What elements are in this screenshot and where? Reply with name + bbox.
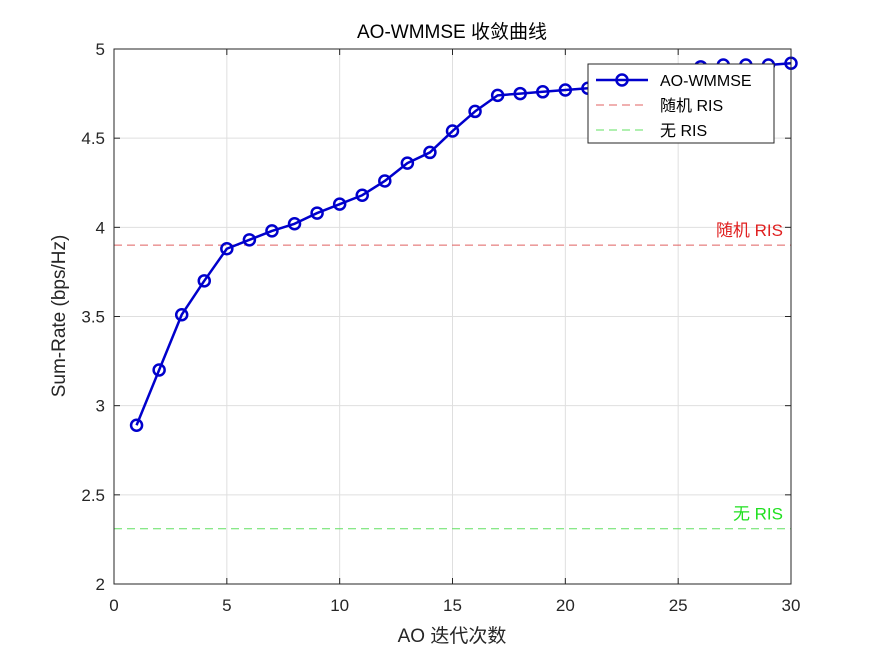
data-point [558,83,573,97]
legend-label-random-ris: 随机 RIS [660,97,723,115]
data-point [129,418,144,433]
x-tick-label: 20 [556,596,575,615]
x-tick-label: 15 [443,596,462,615]
data-point [197,274,212,288]
y-axis-label: Sum-Rate (bps/Hz) [49,235,70,398]
data-point [513,86,527,101]
x-tick-label: 10 [330,596,349,615]
chart-title: AO-WMMSE 收敛曲线 [357,21,547,43]
data-point [287,217,302,231]
x-tick-label: 30 [782,596,801,615]
legend-box [587,63,775,144]
data-point [355,188,369,202]
data-point [152,363,166,377]
data-point [400,156,415,170]
data-point [332,197,347,211]
data-point [242,233,257,247]
data-point [310,206,324,220]
reference-annotation: 随机 RIS [716,221,783,240]
data-point [536,85,550,99]
tick-labels: 0 5 10 15 20 25 30 2 2.5 3 3.5 4 4.5 5 [81,40,800,615]
reference-annotations: 随机 RIS 无 RIS [716,221,783,524]
reference-lines [114,244,791,530]
data-point [468,104,482,119]
y-tick-label: 4.5 [81,129,105,148]
y-tick-label: 5 [96,40,105,59]
axis-ticks [113,48,792,585]
legend-label-ao-wmmse: AO-WMMSE [660,73,752,90]
y-tick-label: 3.5 [81,308,105,327]
y-tick-label: 3 [96,397,105,416]
data-point [445,124,460,138]
y-tick-label: 4 [96,218,105,237]
data-point [423,145,437,160]
legend-label-no-ris: 无 RIS [660,123,707,140]
data-point [174,307,189,322]
data-point [490,88,505,103]
reference-annotation: 无 RIS [733,505,783,524]
x-tick-label: 5 [222,596,231,615]
legend-swatch-ao-wmmse-marker [615,73,629,87]
data-point [265,224,279,238]
data-point [378,174,392,188]
y-tick-label: 2.5 [81,486,105,505]
y-tick-label: 2 [96,575,105,594]
data-point [220,241,234,256]
x-tick-label: 25 [669,596,688,615]
x-tick-label: 0 [109,596,118,615]
legend: AO-WMMSE 随机 RIS 无 RIS [587,63,775,144]
x-axis-label: AO 迭代次数 [398,625,507,647]
